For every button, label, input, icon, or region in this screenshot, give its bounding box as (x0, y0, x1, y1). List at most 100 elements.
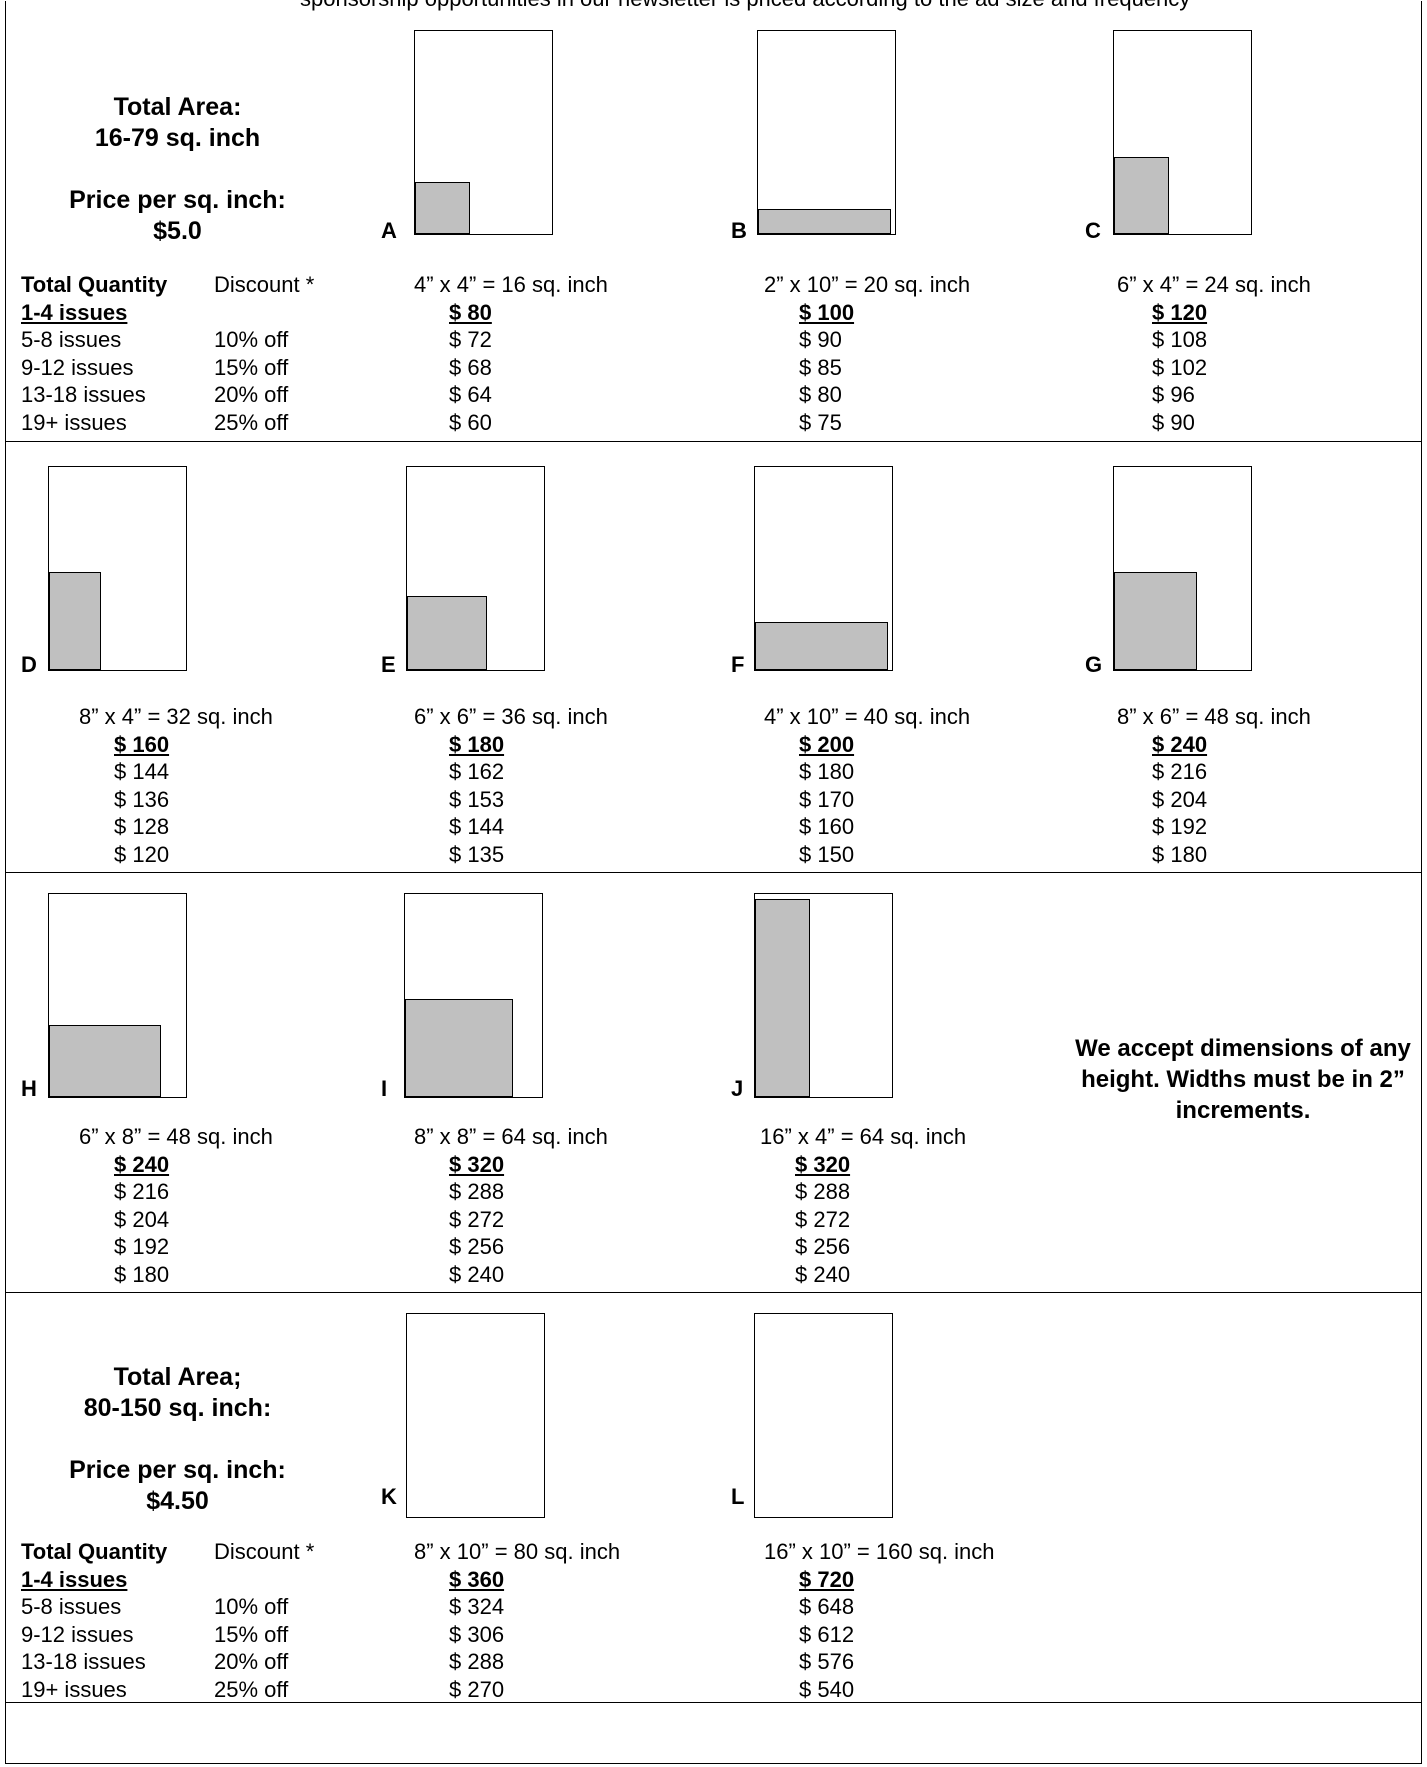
disc-row (214, 1566, 314, 1594)
ad-area-c (1114, 157, 1169, 234)
price-cell: $ 120 (114, 841, 170, 867)
tier1-ppsi-value: $5.0 (153, 217, 202, 245)
price-column-i: 8” x 8” = 64 sq. inch $ 320 $ 288 $ 272 … (414, 1123, 608, 1288)
price-cell: $ 80 (449, 299, 492, 325)
ad-dimensions: 4” x 10” = 40 sq. inch (764, 704, 971, 729)
price-cell: $ 204 (1152, 786, 1208, 812)
price-cell: $ 288 (795, 1179, 851, 1204)
ad-preview-f (754, 466, 893, 671)
price-column-g: 8” x 6” = 48 sq. inch $ 240 $ 216 $ 204 … (1117, 703, 1311, 868)
price-cell: $ 96 (1152, 382, 1195, 407)
ad-letter-g: G (1085, 652, 1103, 677)
price-column-h: 6” x 8” = 48 sq. inch $ 240 $ 216 $ 204 … (79, 1123, 273, 1288)
qty-row: 19+ issues (21, 409, 127, 435)
price-cell: $ 216 (114, 1179, 170, 1204)
ad-dimensions: 8” x 8” = 64 sq. inch (414, 1124, 608, 1149)
ad-area-h (49, 1025, 161, 1097)
ad-preview-e (406, 466, 545, 671)
qty-row: 19+ issues (21, 1676, 127, 1702)
price-cell: $ 180 (799, 759, 855, 784)
price-cell: $ 85 (799, 354, 842, 380)
qty-row: 5-8 issues (21, 327, 122, 352)
price-cell: $ 60 (449, 409, 492, 435)
qty-row: 1-4 issues (21, 299, 128, 325)
price-cell: $ 204 (114, 1206, 170, 1232)
ad-letter-a: A (381, 218, 397, 243)
divider-1 (5, 441, 1422, 442)
disc-row: 15% off (214, 354, 289, 380)
ad-preview-k (406, 1313, 545, 1518)
price-cell: $ 90 (799, 327, 842, 352)
price-cell: $ 102 (1152, 354, 1208, 380)
disc-row: 15% off (214, 1621, 289, 1647)
price-cell: $ 180 (449, 731, 505, 757)
price-column-d: 8” x 4” = 32 sq. inch $ 160 $ 144 $ 136 … (79, 703, 273, 868)
price-cell: $ 270 (449, 1676, 505, 1702)
disc-row: 20% off (214, 382, 289, 407)
ad-preview-a (414, 30, 553, 235)
price-cell: $ 324 (449, 1594, 505, 1619)
price-cell: $ 72 (449, 327, 492, 352)
tier1-area-label: Total Area: (113, 93, 242, 121)
qty-row: 9-12 issues (21, 354, 134, 380)
ad-dimensions: 6” x 4” = 24 sq. inch (1117, 272, 1311, 297)
price-column-e: 6” x 6” = 36 sq. inch $ 180 $ 162 $ 153 … (414, 703, 608, 868)
price-cell: $ 170 (799, 786, 855, 812)
price-cell: $ 80 (799, 382, 842, 407)
price-column-c: 6” x 4” = 24 sq. inch $ 120 $ 108 $ 102 … (1117, 271, 1311, 436)
price-cell: $ 150 (799, 841, 855, 867)
price-cell: $ 162 (449, 759, 505, 784)
price-cell: $ 288 (449, 1649, 505, 1674)
divider-4 (5, 1702, 1422, 1703)
price-cell: $ 68 (449, 354, 492, 380)
qty-header: Total Quantity (21, 1539, 168, 1564)
price-cell: $ 216 (1152, 759, 1208, 784)
tier2-ppsi-value: $4.50 (146, 1487, 209, 1515)
price-cell: $ 360 (449, 1566, 505, 1592)
qty-row: 9-12 issues (21, 1621, 134, 1647)
price-cell: $ 192 (1152, 814, 1208, 839)
ad-preview-c (1113, 30, 1252, 235)
ad-area-j (755, 899, 810, 1097)
disc-row: 20% off (214, 1649, 289, 1674)
ad-preview-j (754, 893, 893, 1098)
price-cell: $ 320 (795, 1151, 851, 1177)
ad-letter-j: J (731, 1076, 744, 1101)
discount-column-2: Discount * 10% off 15% off 20% off 25% o… (214, 1538, 314, 1703)
divider-2 (5, 872, 1422, 873)
tier1-intro: Total Area: 16-79 sq. inch Price per sq.… (40, 92, 315, 247)
ad-dimensions: 16” x 10” = 160 sq. inch (764, 1539, 995, 1564)
price-cell: $ 256 (795, 1234, 851, 1259)
price-cell: $ 720 (799, 1566, 855, 1592)
ad-letter-f: F (731, 652, 745, 677)
ad-letter-i: I (381, 1076, 388, 1101)
ad-area-g (1114, 572, 1197, 670)
price-column-f: 4” x 10” = 40 sq. inch $ 200 $ 180 $ 170… (764, 703, 970, 868)
tier2-ppsi-label: Price per sq. inch: (69, 1456, 286, 1484)
price-cell: $ 306 (449, 1621, 505, 1647)
price-cell: $ 90 (1152, 409, 1195, 435)
width-increment-note: We accept dimensions of any height. Widt… (1075, 1035, 1411, 1124)
ad-area-d (49, 572, 101, 670)
price-cell: $ 180 (114, 1261, 170, 1287)
price-column-a: 4” x 4” = 16 sq. inch $ 80 $ 72 $ 68 $ 6… (414, 271, 608, 436)
ad-dimensions: 2” x 10” = 20 sq. inch (764, 272, 971, 297)
disc-header: Discount * (214, 1539, 315, 1564)
qty-row: 13-18 issues (21, 1649, 146, 1674)
ad-dimensions: 4” x 4” = 16 sq. inch (414, 272, 608, 297)
qty-row: 1-4 issues (21, 1566, 128, 1592)
ad-preview-h (48, 893, 187, 1098)
price-cell: $ 240 (114, 1151, 170, 1177)
ad-preview-i (404, 893, 543, 1098)
ad-letter-c: C (1085, 218, 1101, 243)
ad-preview-l (754, 1313, 893, 1518)
price-cell: $ 288 (449, 1179, 505, 1204)
price-cell: $ 136 (114, 786, 170, 812)
price-cell: $ 100 (799, 299, 855, 325)
price-cell: $ 144 (114, 759, 170, 784)
tier2-area-range: 80-150 sq. inch: (83, 1394, 272, 1422)
price-cell: $ 120 (1152, 299, 1208, 325)
header-fragment: sponsorship opportunities in our newslet… (300, 0, 1190, 12)
price-column-k: 8” x 10” = 80 sq. inch $ 360 $ 324 $ 306… (414, 1538, 620, 1703)
ad-area-a (415, 182, 470, 234)
